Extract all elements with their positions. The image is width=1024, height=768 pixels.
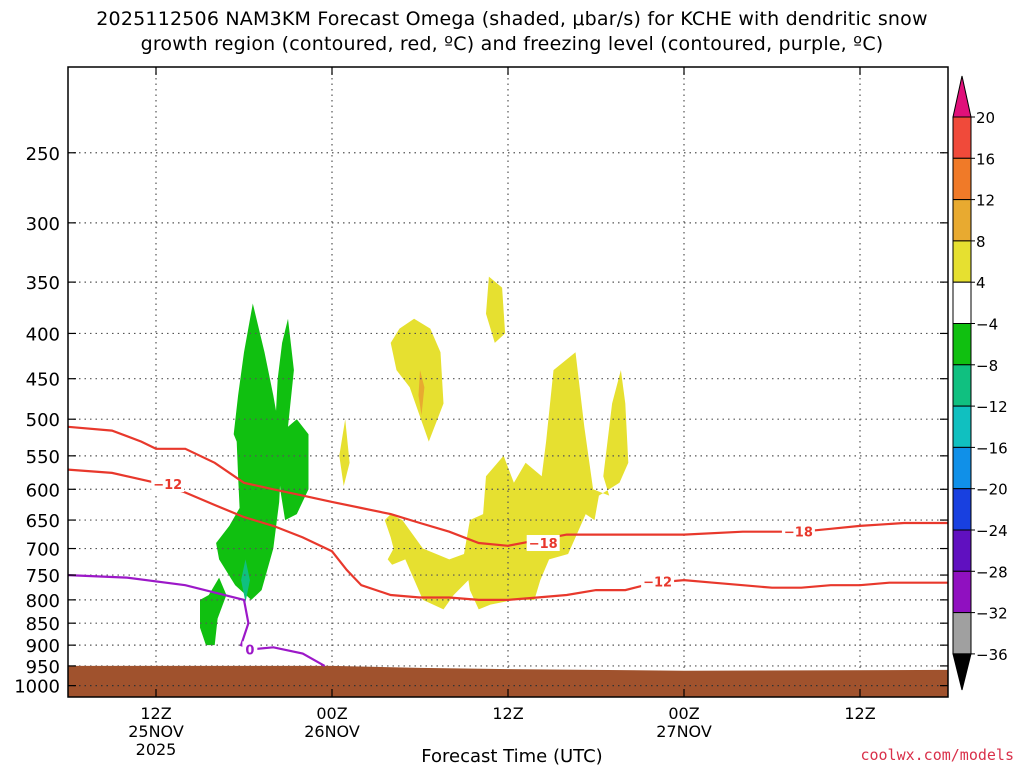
x-tick-label-60-0: 12Z [844, 704, 875, 723]
x-tick-label-12-0: 12Z [140, 704, 171, 723]
colorbar-label-10: −24 [976, 522, 1008, 540]
y-tick-label-400: 400 [26, 324, 60, 345]
colorbar-label-0: 20 [976, 109, 995, 127]
y-tick-label-1000: 1000 [14, 677, 60, 698]
colorbar-label-2: 12 [976, 192, 995, 210]
contour-label--12-1: −12 [643, 576, 672, 591]
omega-region-8 [384, 352, 629, 610]
contour-label-bg [242, 641, 258, 658]
y-tick-label-850: 850 [26, 614, 60, 635]
contour-label--18-1: −18 [784, 526, 813, 541]
y-tick-label-700: 700 [26, 540, 60, 561]
colorbar-label-9: −20 [976, 481, 1008, 499]
omega-region-1 [274, 318, 309, 521]
colorbar-bin-1 [952, 157, 972, 201]
colorbar-label-11: −28 [976, 563, 1008, 581]
colorbar-bin-10 [952, 529, 972, 572]
omega-region-0 [216, 303, 283, 600]
y-tick-label-800: 800 [26, 591, 60, 612]
colorbar-label-3: 8 [976, 233, 986, 251]
y-tick-label-300: 300 [26, 214, 60, 235]
y-tick-label-550: 550 [26, 447, 60, 468]
contour-line--12 [67, 468, 948, 602]
omega-region-6 [339, 419, 350, 487]
y-tick-label-950: 950 [26, 657, 60, 678]
chart-title-line1: 2025112506 NAM3KM Forecast Omega (shaded… [96, 8, 928, 30]
contour-label-bg [151, 476, 185, 493]
contour-label--18-0: −18 [529, 537, 558, 552]
colorbar-label-5: −4 [976, 316, 998, 334]
colorbar-bin-2 [952, 199, 972, 242]
x-tick-label-48-1: 27NOV [656, 722, 712, 741]
contour-label--12-0: −12 [153, 478, 182, 493]
contour-line-0 [67, 574, 326, 667]
y-tick-label-650: 650 [26, 511, 60, 532]
x-tick-label-24-1: 26NOV [304, 722, 360, 741]
x-tick-label-12-1: 25NOV [128, 722, 184, 741]
omega-region-7 [418, 370, 425, 416]
colorbar-label-6: −8 [976, 357, 998, 375]
colorbar-bin-5 [952, 323, 972, 366]
y-tick-label-500: 500 [26, 410, 60, 431]
y-tick-label-600: 600 [26, 480, 60, 501]
terrain [68, 665, 948, 697]
colorbar-bin-0 [952, 116, 972, 159]
omega-region-2 [200, 577, 227, 646]
chart-title-line2: growth region (contoured, red, ºC) and f… [140, 33, 884, 55]
colorbar-bin-11 [952, 570, 972, 614]
colorbar-bin-9 [952, 488, 972, 531]
omega-region-4 [390, 318, 444, 442]
omega-region-5 [486, 276, 506, 343]
colorbar-bin-6 [952, 364, 972, 407]
x-tick-label-12-2: 2025 [136, 740, 177, 759]
contour-label-0-0: 0 [245, 643, 254, 658]
y-tick-label-750: 750 [26, 566, 60, 587]
y-tick-label-250: 250 [26, 144, 60, 165]
colorbar-label-7: −12 [976, 398, 1008, 416]
contour-label-bg [526, 535, 560, 552]
colorbar-bin-3 [952, 240, 972, 283]
contour-label-bg [641, 573, 675, 590]
y-tick-label-350: 350 [26, 273, 60, 294]
x-axis-title: Forecast Time (UTC) [421, 746, 603, 767]
site-credit[interactable]: coolwx.com/models [860, 746, 1014, 764]
colorbar-label-8: −16 [976, 439, 1008, 457]
y-tick-label-450: 450 [26, 370, 60, 391]
colorbar-label-1: 16 [976, 150, 995, 168]
colorbar-top-triangle [952, 75, 972, 118]
colorbar-bin-8 [952, 446, 972, 490]
colorbar-bin-12 [952, 612, 972, 655]
contour-label-bg [781, 523, 815, 540]
colorbar-bottom-triangle [952, 653, 972, 691]
x-tick-label-24-0: 00Z [316, 704, 347, 723]
y-tick-label-900: 900 [26, 636, 60, 657]
colorbar-bin-7 [952, 405, 972, 448]
colorbar-bin-4 [952, 281, 972, 325]
omega-region-3 [241, 559, 250, 603]
x-tick-label-36-0: 12Z [492, 704, 523, 723]
colorbar-label-4: 4 [976, 274, 986, 292]
x-tick-label-48-0: 00Z [668, 704, 699, 723]
colorbar-label-12: −32 [976, 605, 1008, 623]
colorbar-label-13: −36 [976, 646, 1008, 664]
